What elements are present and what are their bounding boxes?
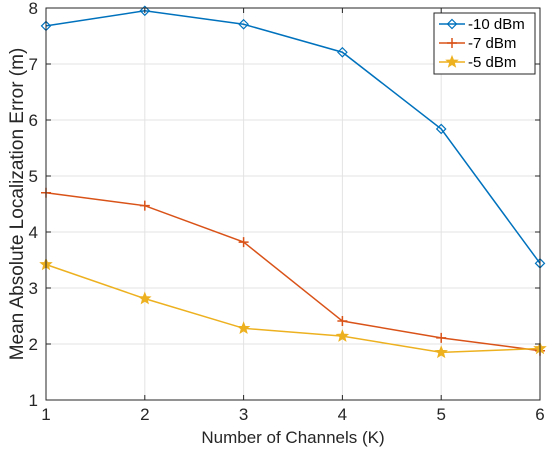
y-tick-label: 5: [29, 167, 38, 186]
y-tick-label: 8: [29, 0, 38, 18]
legend-item: -10 dBm: [439, 16, 525, 33]
x-axis-title: Number of Channels (K): [201, 428, 384, 447]
data-point-star: [138, 291, 152, 305]
data-point-star: [434, 345, 448, 359]
x-tick-label: 4: [338, 405, 347, 424]
series-line: [45, 263, 541, 354]
y-tick-label: 6: [29, 111, 38, 130]
y-tick-label: 7: [29, 55, 38, 74]
series-line: [45, 10, 541, 264]
legend-label: -10 dBm: [468, 16, 525, 33]
y-tick-label: 3: [29, 279, 38, 298]
data-point-plus: [139, 200, 150, 211]
axis-ticks: 1 2 3 4 5 6 1 2 3 4 5 6 7 8: [29, 0, 545, 424]
legend-label: -7 dBm: [468, 35, 516, 52]
series-line: [45, 192, 541, 352]
x-tick-label: 6: [535, 405, 544, 424]
data-point-plus: [238, 237, 249, 248]
x-tick-label: 1: [41, 405, 50, 424]
legend: -10 dBm -7 dBm -5 dBm: [433, 12, 536, 75]
y-tick-label: 1: [29, 391, 38, 410]
data-point-plus: [436, 332, 447, 343]
y-tick-label: 2: [29, 335, 38, 354]
plot-frame: [45, 7, 541, 401]
data-point-star: [236, 321, 251, 335]
legend-marker: [447, 38, 457, 48]
legend-item: -7 dBm: [439, 35, 516, 52]
data-point-plus: [337, 316, 348, 327]
data-point-diamond: [139, 5, 151, 17]
y-tick-label: 4: [29, 223, 38, 242]
data-point-diamond: [238, 18, 249, 30]
series-1: [40, 5, 546, 269]
x-tick-label: 3: [239, 405, 248, 424]
legend-item: -5 dBm: [439, 54, 516, 71]
legend-marker: [445, 54, 459, 68]
x-tick-label: 5: [436, 405, 445, 424]
data-point-diamond: [435, 123, 447, 135]
y-axis-title: Mean Absolute Localization Error (m): [7, 48, 28, 361]
legend-marker: [446, 18, 458, 30]
data-point-star: [335, 329, 350, 342]
legend-label: -5 dBm: [468, 54, 516, 71]
data-point-diamond: [337, 46, 348, 58]
x-tick-label: 2: [140, 405, 149, 424]
